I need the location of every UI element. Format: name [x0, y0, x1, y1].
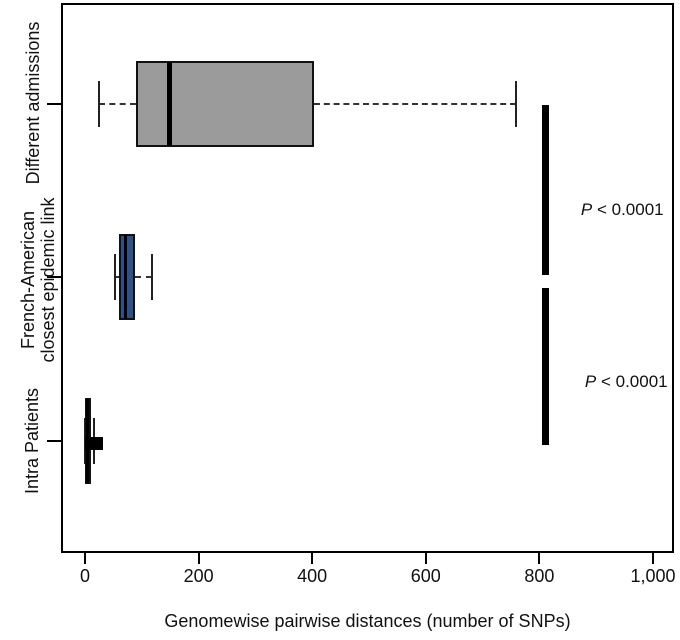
- y-tick-mark: [47, 103, 61, 105]
- whisker-line-high: [134, 276, 152, 278]
- p-value-text: < 0.0001: [592, 200, 664, 219]
- whisker-line-low: [99, 103, 137, 105]
- x-tick-mark: [311, 552, 314, 564]
- y-tick-mark: [47, 276, 61, 278]
- p-symbol: P: [580, 200, 593, 219]
- plot-frame: [61, 3, 674, 553]
- whisker-line-high: [313, 103, 516, 105]
- x-tick-mark: [84, 552, 86, 564]
- x-tick-mark: [652, 552, 654, 564]
- x-tick-label: 200: [183, 566, 214, 586]
- p-value-text: < 0.0001: [596, 372, 668, 391]
- x-tick-mark: [197, 552, 200, 564]
- x-tick-mark: [538, 552, 541, 564]
- x-axis-title: Genomewise pairwise distances (number of…: [164, 611, 571, 631]
- whisker-cap-low: [98, 81, 101, 127]
- x-tick-label: 600: [410, 566, 441, 586]
- whisker-line-low: [115, 276, 120, 278]
- p-value-label-2: P < 0.0001: [566, 352, 668, 412]
- median-line: [166, 62, 172, 146]
- box: [136, 61, 314, 147]
- category-label-text: Intra Patients: [22, 387, 42, 495]
- y-tick-mark: [47, 440, 61, 442]
- y-axis-label-intra-patients: Intra Patients: [22, 341, 44, 541]
- x-tick-label: 1,000: [630, 566, 676, 586]
- median-square-marker: [84, 437, 103, 450]
- x-tick-label: 800: [524, 566, 555, 586]
- whisker-cap-high: [151, 254, 154, 300]
- x-tick-mark: [424, 552, 427, 564]
- p-value-label-1: P < 0.0001: [562, 180, 664, 240]
- x-tick-label: 400: [297, 566, 328, 586]
- x-tick-label: 0: [79, 566, 90, 586]
- p-symbol: P: [584, 372, 597, 391]
- whisker-cap-high: [514, 81, 517, 127]
- whisker-cap-low: [114, 254, 117, 300]
- significance-bar: [541, 288, 549, 445]
- significance-bar: [541, 105, 549, 275]
- median-line: [124, 235, 128, 319]
